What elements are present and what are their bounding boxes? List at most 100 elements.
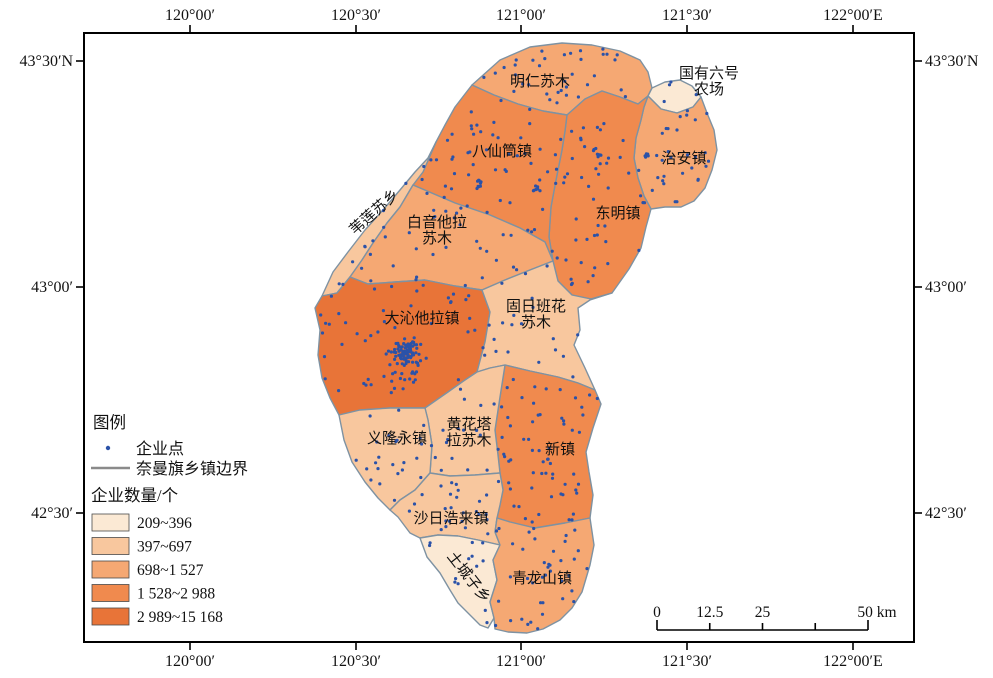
enterprise-dot [323, 377, 327, 381]
enterprise-dot [537, 360, 541, 364]
enterprise-dot [497, 526, 501, 531]
enterprise-dot [561, 597, 565, 601]
enterprise-dot [696, 178, 700, 182]
enterprise-dot [443, 184, 447, 188]
enterprise-dot [454, 482, 458, 486]
enterprise-dot [387, 434, 391, 438]
axis-label-right: 43°00′ [925, 279, 967, 296]
enterprise-dot [462, 428, 466, 432]
region-label-line: 东明镇 [595, 205, 640, 222]
enterprise-dot [537, 512, 541, 517]
enterprise-dot [500, 281, 504, 285]
enterprise-dot [508, 487, 512, 491]
enterprise-dot [444, 519, 448, 523]
enterprise-dot [389, 350, 393, 354]
enterprise-dot [487, 323, 491, 327]
enterprise-dot [534, 184, 538, 188]
enterprise-dot [478, 181, 483, 185]
legend-class-swatch [91, 537, 130, 555]
enterprise-dot [538, 147, 542, 151]
enterprise-dot [541, 207, 545, 211]
enterprise-dot [441, 428, 445, 432]
enterprise-dot [416, 363, 420, 367]
enterprise-dot [413, 372, 417, 376]
enterprise-dot [400, 362, 404, 366]
enterprise-dot [469, 110, 473, 114]
enterprise-dot [591, 274, 595, 278]
region-label-line: 八仙筒镇 [472, 143, 532, 160]
enterprise-dot [422, 423, 426, 427]
enterprise-dot [340, 342, 344, 346]
enterprise-dot [424, 356, 428, 360]
enterprise-dot [660, 158, 664, 162]
enterprise-dot [537, 64, 542, 68]
enterprise-dot [470, 540, 474, 545]
enterprise-dot [706, 159, 711, 163]
enterprise-dot [642, 201, 647, 205]
enterprise-dot [414, 351, 418, 355]
enterprise-dot [515, 268, 519, 272]
enterprise-dot [417, 352, 421, 356]
enterprise-dot [494, 258, 498, 262]
legend-class-label: 2 989~15 168 [137, 609, 223, 626]
enterprise-dot [444, 440, 449, 445]
enterprise-dot [532, 228, 537, 232]
enterprise-dot [551, 549, 556, 553]
enterprise-dot [319, 313, 323, 317]
enterprise-dot [637, 168, 641, 172]
enterprise-dot [320, 331, 325, 335]
enterprise-dot [559, 88, 563, 93]
enterprise-dot [667, 83, 672, 87]
region-label-line: 大沁他拉镇 [384, 310, 459, 327]
enterprise-dot [404, 181, 408, 185]
enterprise-dot [565, 172, 570, 176]
enterprise-dot [507, 152, 511, 156]
enterprise-dot [511, 265, 516, 269]
enterprise-dot [433, 455, 437, 460]
enterprise-dot [507, 481, 511, 485]
enterprise-dot [450, 481, 454, 485]
enterprise-dot [378, 482, 382, 486]
enterprise-dot [520, 396, 524, 400]
region-label-dongming: 东明镇 [595, 205, 640, 222]
enterprise-dot [464, 298, 468, 302]
enterprise-dot [369, 279, 373, 283]
enterprise-dot [532, 526, 536, 531]
enterprise-dot [456, 582, 460, 586]
enterprise-dot [575, 491, 579, 495]
region-tuchengzi [419, 534, 501, 629]
axis-label-top: 122°00′E [823, 7, 883, 24]
enterprise-dot [542, 561, 546, 565]
enterprise-dot [355, 332, 359, 336]
enterprise-dot [503, 455, 507, 459]
enterprise-dot [554, 167, 559, 171]
scale-bar-label: 25 [755, 604, 771, 621]
enterprise-dot [394, 350, 398, 355]
region-label-sharihaolai: 沙日浩来镇 [413, 510, 488, 527]
enterprise-dot [560, 416, 564, 420]
enterprise-dot [531, 471, 535, 475]
enterprise-dot [391, 372, 395, 376]
enterprise-dot [452, 216, 456, 220]
enterprise-dot [531, 189, 536, 193]
region-label-line: 国有六号 [679, 65, 739, 82]
enterprise-dot [403, 356, 407, 360]
region-label-line: 青龙山镇 [512, 570, 572, 587]
enterprise-dot [570, 589, 574, 593]
enterprise-dot [591, 149, 596, 153]
scale-bar-label: 50 km [857, 604, 896, 621]
enterprise-dot [479, 130, 483, 134]
enterprise-dot [513, 73, 518, 77]
enterprise-dot [381, 209, 385, 213]
enterprise-dot [420, 177, 424, 182]
enterprise-dot [655, 153, 659, 158]
enterprise-dot [479, 403, 483, 407]
enterprise-dot [458, 223, 462, 227]
enterprise-dot [477, 499, 482, 503]
enterprise-dot [645, 153, 649, 158]
axis-label-left: 42°30′ [31, 505, 73, 522]
enterprise-dot [546, 457, 550, 461]
enterprise-dot [569, 277, 573, 281]
enterprise-dot [562, 422, 566, 426]
enterprise-dot [445, 138, 450, 142]
